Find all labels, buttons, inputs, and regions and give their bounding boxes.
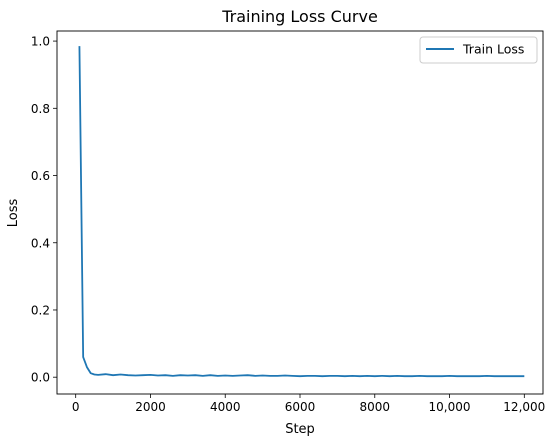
y-tick-label: 0.8: [31, 102, 50, 116]
series-line-train-loss: [78, 46, 525, 378]
legend-entry-train-loss: Train Loss: [462, 42, 524, 57]
y-tick-label: 0.0: [31, 371, 50, 385]
legend: Train Loss: [419, 36, 538, 64]
plot-area-frame: [56, 30, 544, 395]
x-tick-label: 12,000: [503, 400, 545, 414]
legend-box: [419, 36, 538, 64]
x-tick-label: 4000: [210, 400, 241, 414]
x-tick-label: 2000: [135, 400, 166, 414]
x-tick-label: 10,000: [429, 400, 471, 414]
x-tick-label: 6000: [285, 400, 316, 414]
y-axis-label: Loss: [6, 199, 21, 228]
x-tick-label: 0: [72, 400, 80, 414]
chart-title: Training Loss Curve: [221, 7, 378, 26]
x-tick-label: 8000: [359, 400, 390, 414]
x-axis-label: Step: [285, 422, 315, 437]
x-axis-ticks: 0 2000 4000 6000 8000 10,000 12,000: [72, 394, 545, 414]
y-tick-label: 0.6: [31, 169, 50, 183]
y-tick-label: 0.2: [31, 303, 50, 317]
y-axis-ticks: 0.0 0.2 0.4 0.6 0.8 1.0: [31, 35, 57, 385]
y-tick-label: 1.0: [31, 35, 50, 49]
y-tick-label: 0.4: [31, 236, 50, 250]
series-layer: [78, 46, 525, 378]
